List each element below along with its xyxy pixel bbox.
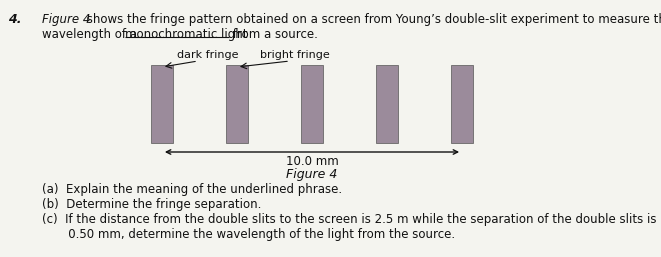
Bar xyxy=(301,65,323,143)
Text: 4.: 4. xyxy=(8,13,22,26)
Text: Figure 4: Figure 4 xyxy=(42,13,91,26)
Text: Figure 4: Figure 4 xyxy=(286,168,338,181)
Text: (c)  If the distance from the double slits to the screen is 2.5 m while the sepa: (c) If the distance from the double slit… xyxy=(42,213,656,226)
Bar xyxy=(375,65,398,143)
Bar xyxy=(451,65,473,143)
Text: dark fringe: dark fringe xyxy=(177,50,239,60)
Text: shows the fringe pattern obtained on a screen from Young’s double-slit experimen: shows the fringe pattern obtained on a s… xyxy=(83,13,661,26)
Text: from a source.: from a source. xyxy=(229,28,318,41)
Bar xyxy=(151,65,173,143)
Text: bright fringe: bright fringe xyxy=(260,50,330,60)
Text: (a)  Explain the meaning of the underlined phrase.: (a) Explain the meaning of the underline… xyxy=(42,183,342,196)
Bar xyxy=(226,65,249,143)
Text: 0.50 mm, determine the wavelength of the light from the source.: 0.50 mm, determine the wavelength of the… xyxy=(42,228,455,241)
Text: monochromatic light: monochromatic light xyxy=(125,28,247,41)
Text: 10.0 mm: 10.0 mm xyxy=(286,155,338,168)
Text: wavelength of a: wavelength of a xyxy=(42,28,141,41)
Text: (b)  Determine the fringe separation.: (b) Determine the fringe separation. xyxy=(42,198,261,211)
